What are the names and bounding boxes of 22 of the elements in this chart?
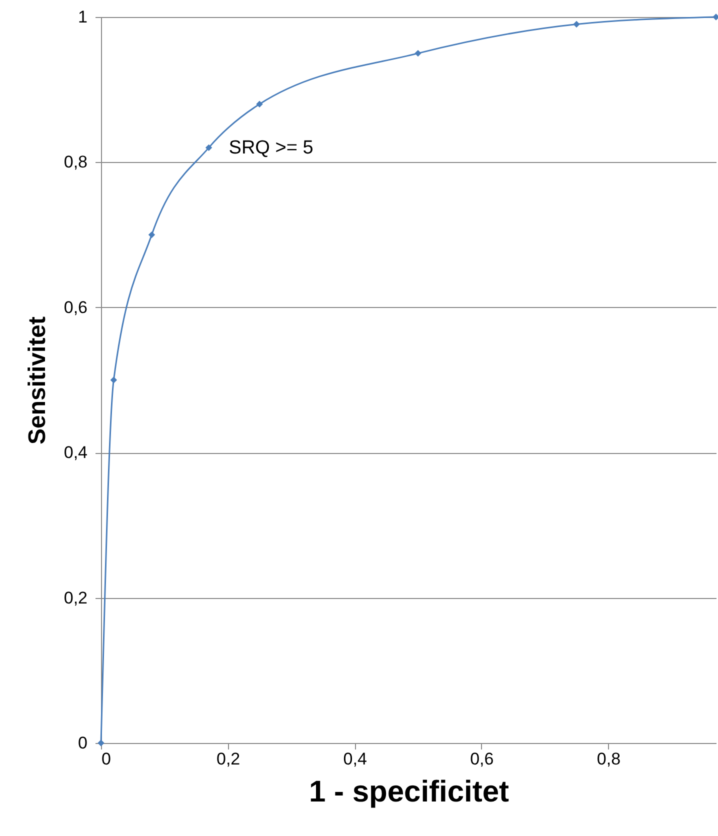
point (256, 100, 263, 108)
x-axis-title: 1 - specificitet (308, 776, 510, 808)
point (98, 740, 104, 746)
point (573, 20, 580, 28)
x-tick-label: 0 (102, 750, 111, 768)
point (205, 144, 212, 152)
x-tick-label: 0,4 (343, 750, 367, 768)
y-tick-label: 1 (78, 8, 88, 26)
x-tick-label: 0,8 (596, 750, 621, 768)
y-tick-label: 0,8 (64, 152, 88, 172)
point (712, 14, 718, 20)
point (110, 376, 118, 384)
x-tick-label: 0,2 (216, 750, 240, 768)
y-tick-label: 0,6 (64, 298, 88, 317)
x-tick-label: 0,6 (470, 750, 494, 768)
point (148, 231, 156, 238)
y-tick-label: 0,4 (64, 443, 88, 462)
y-tick-label: 0,2 (64, 588, 88, 608)
y-tick-label: 0 (78, 734, 88, 752)
point (414, 50, 422, 57)
annotation: SRQ >= 5 (228, 138, 314, 159)
y-axis-title: Sensitivitet (24, 316, 51, 445)
